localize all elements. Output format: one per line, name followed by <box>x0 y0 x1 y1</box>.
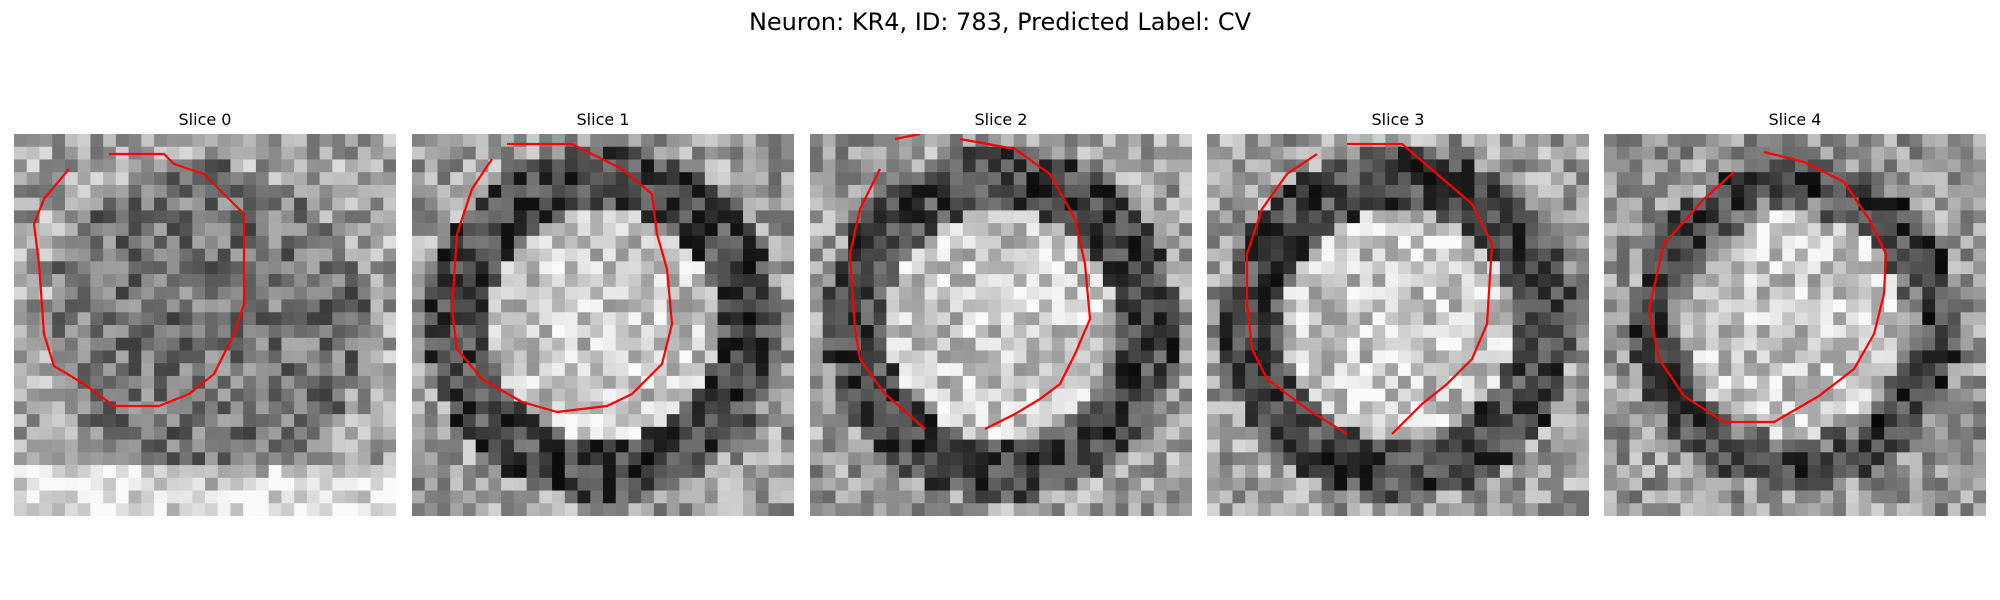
contour-line <box>848 168 926 430</box>
slice-image <box>14 134 396 516</box>
slice-panel-4: Slice 4 <box>1604 108 1986 516</box>
contour-line <box>959 137 1092 430</box>
contour-line <box>1347 142 1494 435</box>
slice-image <box>1207 134 1589 516</box>
slice-panel-2: Slice 2 <box>810 108 1192 516</box>
contour-line <box>32 152 246 408</box>
slice-image <box>1604 134 1986 516</box>
contour-line <box>894 134 921 141</box>
slice-image <box>810 134 1192 516</box>
slice-title: Slice 4 <box>1768 110 1822 129</box>
slice-title: Slice 2 <box>974 110 1028 129</box>
slice-image <box>412 134 794 516</box>
contour-line <box>1245 153 1348 435</box>
figure-title: Neuron: KR4, ID: 783, Predicted Label: C… <box>748 8 1252 36</box>
contour-line <box>450 142 674 414</box>
slice-panel-1: Slice 1 <box>412 108 794 516</box>
slice-panel-0: Slice 0 <box>14 108 396 516</box>
slice-title: Slice 3 <box>1371 110 1425 129</box>
contour-line <box>1647 150 1888 424</box>
slice-title: Slice 0 <box>178 110 232 129</box>
slice-panel-3: Slice 3 <box>1207 108 1589 516</box>
slice-title: Slice 1 <box>576 110 630 129</box>
